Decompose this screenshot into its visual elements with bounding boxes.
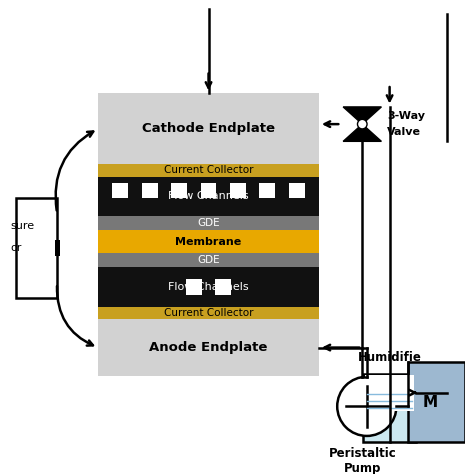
Bar bbox=[98, 216, 319, 230]
Bar bbox=[98, 253, 319, 267]
Polygon shape bbox=[343, 107, 382, 124]
Bar bbox=[259, 183, 275, 199]
Text: Membrane: Membrane bbox=[175, 237, 242, 246]
Bar bbox=[98, 319, 319, 376]
Text: Peristaltic: Peristaltic bbox=[328, 447, 396, 460]
Text: Flow Channels: Flow Channels bbox=[168, 191, 249, 201]
Bar bbox=[171, 183, 187, 199]
Text: GDE: GDE bbox=[197, 219, 220, 228]
Text: GDE: GDE bbox=[197, 255, 220, 265]
Circle shape bbox=[337, 377, 396, 436]
Bar bbox=[98, 177, 319, 216]
Text: 3-Way: 3-Way bbox=[387, 111, 425, 121]
Text: Flow Channels: Flow Channels bbox=[168, 282, 249, 292]
Bar bbox=[201, 183, 217, 199]
Bar bbox=[289, 183, 305, 199]
Text: Valve: Valve bbox=[387, 128, 421, 137]
Bar bbox=[215, 279, 231, 295]
Bar bbox=[98, 230, 319, 253]
Bar bbox=[365, 375, 414, 411]
Bar bbox=[98, 267, 319, 307]
Bar bbox=[98, 307, 319, 319]
Text: Current Collector: Current Collector bbox=[164, 308, 253, 318]
Text: Anode Endplate: Anode Endplate bbox=[149, 341, 268, 354]
Bar bbox=[55, 240, 60, 256]
Text: or: or bbox=[10, 243, 21, 253]
Text: Pump: Pump bbox=[344, 462, 381, 474]
Text: Cathode Endplate: Cathode Endplate bbox=[142, 122, 275, 135]
Text: M: M bbox=[423, 394, 438, 410]
Bar bbox=[364, 374, 416, 442]
Text: sure: sure bbox=[10, 221, 34, 231]
Bar bbox=[186, 279, 202, 295]
Bar bbox=[98, 164, 319, 177]
Polygon shape bbox=[343, 124, 382, 141]
Bar bbox=[98, 93, 319, 164]
Bar bbox=[112, 183, 128, 199]
Bar bbox=[16, 198, 57, 298]
Bar bbox=[142, 183, 158, 199]
Text: Humidifie: Humidifie bbox=[358, 351, 421, 365]
Text: Current Collector: Current Collector bbox=[164, 165, 253, 175]
Circle shape bbox=[357, 119, 367, 129]
Bar bbox=[230, 183, 246, 199]
Bar bbox=[408, 362, 465, 442]
